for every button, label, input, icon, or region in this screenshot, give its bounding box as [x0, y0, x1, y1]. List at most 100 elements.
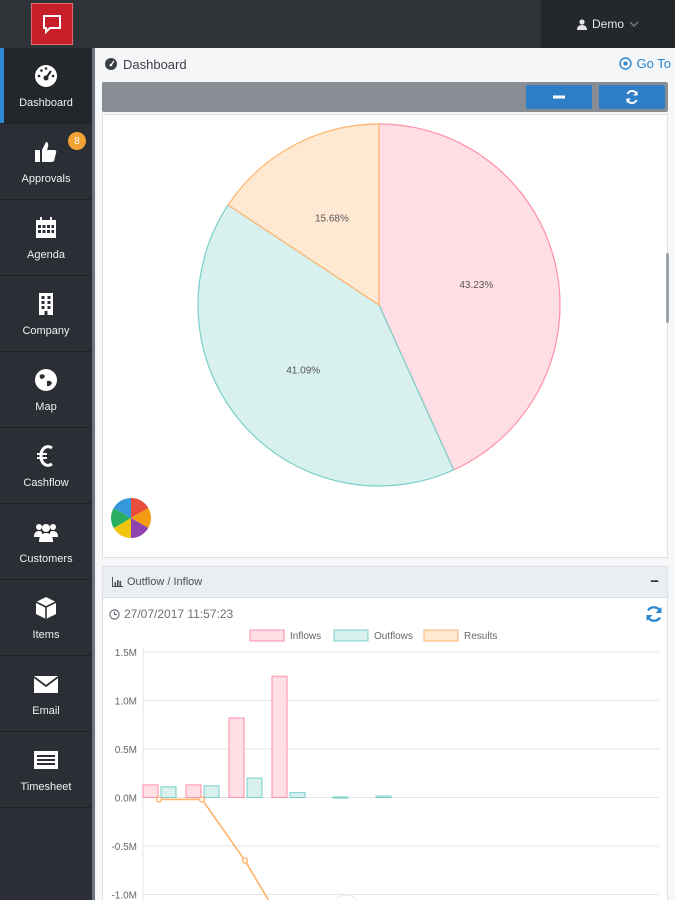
pie-slice-label: 43.23% [459, 280, 493, 291]
sidebar-item-email[interactable]: Email [0, 656, 92, 732]
user-icon [576, 18, 587, 30]
sidebar-item-cashflow[interactable]: Cashflow [0, 428, 92, 504]
sidebar-item-customers[interactable]: Customers [0, 504, 92, 580]
chat-logo-icon [43, 15, 61, 35]
minimize-button[interactable] [526, 85, 592, 109]
globe-icon [33, 367, 59, 393]
chart-type-pie-icon[interactable] [111, 498, 151, 538]
sidebar-item-company[interactable]: Company [0, 276, 92, 352]
bar-outflows[interactable] [246, 777, 263, 799]
widget-toolbar [102, 82, 668, 112]
euro-icon [33, 443, 59, 469]
page-header: Dashboard Go To [95, 48, 675, 80]
users-icon [33, 519, 59, 545]
sidebar-item-label: Customers [19, 552, 73, 565]
panel-header: Outflow / Inflow − [103, 567, 667, 598]
building-icon [33, 291, 59, 317]
dashboard-icon [105, 58, 117, 70]
legend-label[interactable]: Inflows [290, 631, 321, 642]
results-line [159, 798, 270, 900]
refresh-icon [646, 606, 662, 622]
y-tick-label: 0.5M [115, 745, 137, 756]
top-bar: Demo [0, 0, 675, 48]
results-point[interactable] [155, 796, 163, 803]
envelope-icon [33, 671, 59, 697]
outflow-inflow-panel: Outflow / Inflow − 27/07/2017 11:57:23 1… [102, 566, 668, 900]
legend-label[interactable]: Results [464, 631, 497, 642]
page-title-text: Dashboard [123, 56, 187, 72]
legend-label[interactable]: Outflows [374, 631, 413, 642]
results-point[interactable] [198, 796, 206, 803]
minus-icon [553, 95, 565, 99]
app-logo[interactable] [31, 3, 73, 45]
sidebar: Dashboard Approvals 8 Agenda Company Map… [0, 48, 92, 900]
sidebar-item-label: Cashflow [23, 476, 69, 489]
main-content: Dashboard Go To 43.23% 41.09% 15.68% [95, 48, 675, 900]
collapse-button[interactable]: − [650, 573, 659, 590]
bar-outflows[interactable] [332, 796, 349, 799]
sidebar-item-map[interactable]: Map [0, 352, 92, 428]
sidebar-item-label: Map [35, 400, 57, 413]
bar-inflows[interactable] [228, 717, 245, 798]
thumbs-up-icon [33, 139, 59, 165]
bar-inflows[interactable] [271, 675, 288, 798]
y-tick-label: 0.0M [115, 794, 137, 805]
y-tick-label: 1.5M [115, 648, 137, 659]
last-updated: 27/07/2017 11:57:23 [109, 607, 233, 621]
legend-swatch[interactable] [249, 629, 285, 642]
chart-refresh-button[interactable] [645, 605, 663, 628]
sidebar-item-label: Email [32, 704, 60, 717]
bar-inflows[interactable] [185, 784, 202, 798]
refresh-button[interactable] [599, 85, 665, 109]
sidebar-item-label: Items [32, 628, 60, 641]
pie-slice-label: 15.68% [315, 213, 349, 224]
page-title: Dashboard [104, 57, 187, 72]
timestamp-text: 27/07/2017 11:57:23 [124, 607, 234, 621]
list-icon [33, 747, 59, 773]
pie-slice[interactable] [197, 204, 455, 487]
calendar-icon [33, 215, 59, 241]
bar-outflows[interactable] [160, 786, 177, 799]
clock-icon [109, 608, 120, 620]
refresh-icon [626, 90, 638, 104]
panel-title-text: Outflow / Inflow [127, 576, 203, 588]
sidebar-item-label: Dashboard [19, 96, 73, 109]
bar-outflows[interactable] [289, 792, 306, 798]
sidebar-item-approvals[interactable]: Approvals 8 [0, 124, 92, 200]
sidebar-item-label: Timesheet [20, 780, 72, 793]
sidebar-item-dashboard[interactable]: Dashboard [0, 48, 92, 124]
chevron-up-icon [332, 896, 360, 900]
bar-chart: 1.5M 1.0M 0.5M 0.0M -0.5M -1.0M Inflows Outflo… [111, 629, 659, 900]
cube-icon [33, 595, 59, 621]
user-name: Demo [591, 17, 624, 31]
sidebar-item-label: Company [22, 324, 70, 337]
sidebar-item-timesheet[interactable]: Timesheet [0, 732, 92, 808]
sidebar-item-label: Agenda [27, 248, 65, 261]
bar-chart-icon [112, 577, 123, 587]
results-point[interactable] [241, 857, 249, 864]
sidebar-item-agenda[interactable]: Agenda [0, 200, 92, 276]
legend-swatch[interactable] [333, 629, 369, 642]
sidebar-item-items[interactable]: Items [0, 580, 92, 656]
pie-slice[interactable] [227, 123, 380, 307]
approvals-count-badge: 8 [68, 132, 86, 150]
panel-title: Outflow / Inflow [112, 576, 202, 588]
goto-label: Go To [636, 56, 671, 71]
goto-link[interactable]: Go To [618, 56, 671, 71]
y-tick-label: 1.0M [115, 697, 137, 708]
scroll-top-button[interactable] [331, 895, 361, 900]
target-icon [618, 57, 632, 70]
dashboard-icon [33, 63, 59, 89]
pie-slice-label: 41.09% [286, 366, 320, 377]
bar-outflows[interactable] [375, 795, 392, 798]
scrollbar-thumb[interactable] [666, 253, 669, 323]
panel-divider [92, 48, 95, 900]
legend-swatch[interactable] [423, 629, 459, 642]
bar-outflows[interactable] [203, 785, 220, 799]
pie-slice[interactable] [378, 123, 561, 471]
pie-chart: 43.23% 41.09% 15.68% [111, 123, 561, 538]
bar-inflows[interactable] [142, 784, 159, 798]
chevron-down-icon [629, 21, 639, 27]
user-menu[interactable]: Demo [541, 0, 675, 48]
pie-chart-panel: 43.23% 41.09% 15.68% [102, 114, 668, 558]
